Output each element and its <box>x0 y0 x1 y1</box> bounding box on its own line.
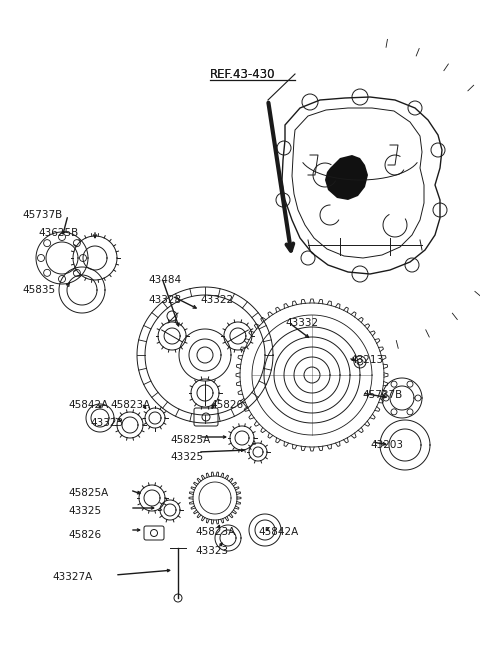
Text: 45842A: 45842A <box>258 527 298 537</box>
Text: 43213: 43213 <box>350 355 383 365</box>
Text: 45825A: 45825A <box>170 435 210 445</box>
Text: 43625B: 43625B <box>38 228 78 238</box>
Text: 45823A: 45823A <box>110 400 150 410</box>
Text: 45737B: 45737B <box>362 390 402 400</box>
Text: 45826: 45826 <box>68 530 101 540</box>
Text: 43328: 43328 <box>148 295 181 305</box>
Text: 43332: 43332 <box>285 318 318 328</box>
Text: 43325: 43325 <box>170 452 203 462</box>
Text: 43484: 43484 <box>148 275 181 285</box>
Text: 45826: 45826 <box>210 400 243 410</box>
Text: REF.43-430: REF.43-430 <box>210 68 276 81</box>
Text: 45823A: 45823A <box>195 527 235 537</box>
Text: 43322: 43322 <box>200 295 233 305</box>
Polygon shape <box>325 155 368 200</box>
Text: 45842A: 45842A <box>68 400 108 410</box>
Text: 43323: 43323 <box>195 546 228 556</box>
Text: 45835: 45835 <box>22 285 55 295</box>
Text: 43325: 43325 <box>68 506 101 516</box>
Text: REF.43-430: REF.43-430 <box>210 68 276 81</box>
Text: 43327A: 43327A <box>52 572 92 582</box>
Text: 43323: 43323 <box>90 418 123 428</box>
Text: 45825A: 45825A <box>68 488 108 498</box>
Text: 45737B: 45737B <box>22 210 62 220</box>
Text: 43203: 43203 <box>370 440 403 450</box>
